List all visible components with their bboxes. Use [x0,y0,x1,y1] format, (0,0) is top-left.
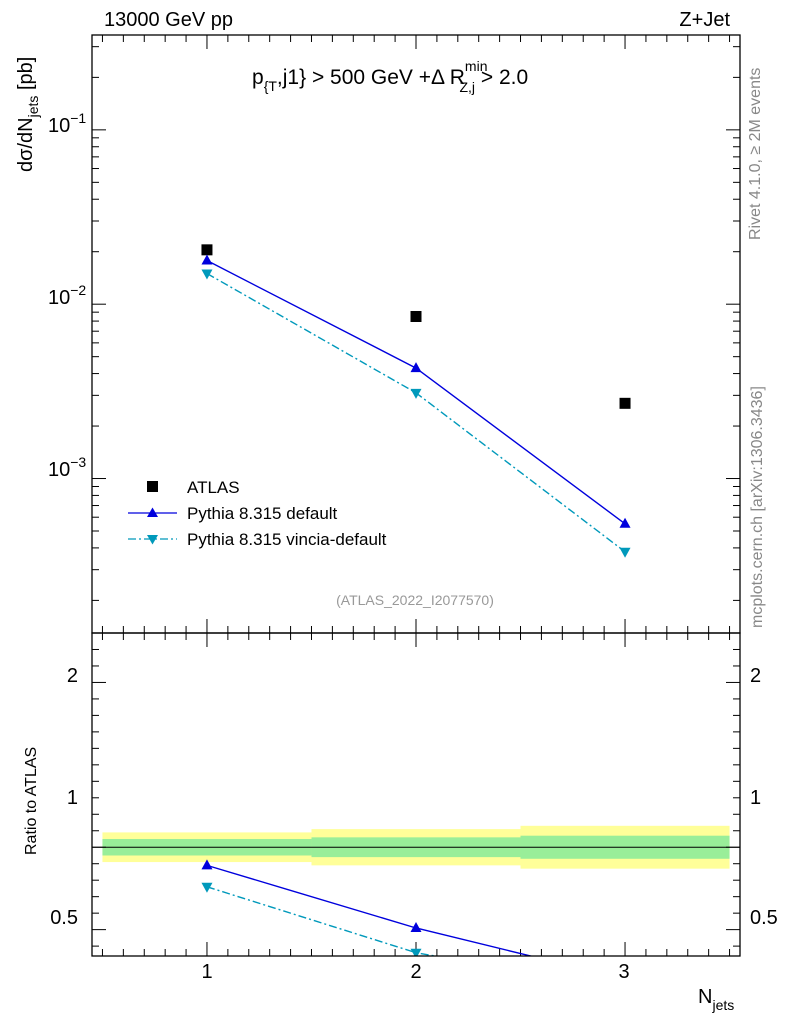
ratio-default-point [410,921,422,932]
vincia-data-point [201,269,213,280]
legend-atlas-label: ATLAS [187,478,240,497]
ratio-panel-frame [91,632,741,957]
ratio-ytick-label-1-right: 1 [750,787,761,809]
ratio-ytick-label-1: 1 [67,787,78,809]
ratio-vincia-point [410,948,422,956]
ytick-label-1e-3: 10−3 [48,454,86,481]
title-p: p [252,66,264,89]
vincia-data-point [619,547,631,558]
legend-default-label: Pythia 8.315 default [187,504,338,523]
ratio-ytick-label-0.5: 0.5 [50,907,78,929]
main-panel-ticks [92,35,740,633]
atlas-data-point [201,244,213,256]
analysis-watermark: (ATLAS_2022_I2077570) [336,592,494,608]
main-y-axis-label: dσ/dNjets [pb] [15,57,41,172]
ratio-ytick-label-0.5-right: 0.5 [750,907,778,929]
xtick-label-2: 2 [410,961,421,983]
atlas-data-point [619,397,631,409]
ratio-uncertainty-bands [92,825,740,869]
ratio-default-point [201,859,213,870]
default-data-point [410,362,422,373]
legend-vincia-label: Pythia 8.315 vincia-default [187,530,387,549]
legend: ATLAS Pythia 8.315 default Pythia 8.315 … [128,478,387,549]
ratio-y-axis-label: Ratio to ATLAS [23,747,40,855]
ratio-vincia-point [620,985,631,995]
ratio-ytick-label-2: 2 [67,665,78,687]
xtick-label-3: 3 [618,961,629,983]
legend-default-marker [147,507,158,517]
default-data-point [619,517,631,528]
title-cut-text: ,j1} > 500 GeV +Δ R [277,66,465,89]
main-plot-title: p{T,j1} > 500 GeV +Δ Rmin Z,j > 2.0 [252,58,528,95]
rivet-version-label: Rivet 4.1.0, ≥ 2M events [747,68,764,240]
title-p-subscript: {T [264,78,278,94]
ratio-panel-ticks [92,632,740,956]
legend-vincia-marker [147,535,158,545]
ylabel-subscript: jets [25,96,41,119]
title-r-superscript: min [465,58,488,74]
ytick-label-1e-1: 10−1 [48,110,86,137]
vincia-data-point [410,388,422,399]
title-tail: > 2.0 [475,66,528,89]
ratio-panel-series [201,859,631,995]
title-r-subscript: Z,j [459,79,475,95]
ylabel-main: dσ/dN [15,117,37,172]
atlas-data-point [410,310,422,322]
ylabel-unit: [pb] [15,57,37,96]
x-axis-label: Njets [698,986,734,1013]
default-data-point [201,254,213,265]
ytick-label-1e-2: 10−2 [48,282,86,309]
ratio-ytick-label-2-right: 2 [750,665,761,687]
xtick-label-1: 1 [201,961,212,983]
header-process-label: Z+Jet [679,9,730,31]
legend-atlas-marker [147,481,158,492]
header-energy-label: 13000 GeV pp [104,9,233,31]
main-panel-series [201,244,631,558]
ratio-vincia-point [201,882,213,893]
mcplots-label: mcplots.cern.ch [arXiv:1306.3436] [749,386,766,628]
